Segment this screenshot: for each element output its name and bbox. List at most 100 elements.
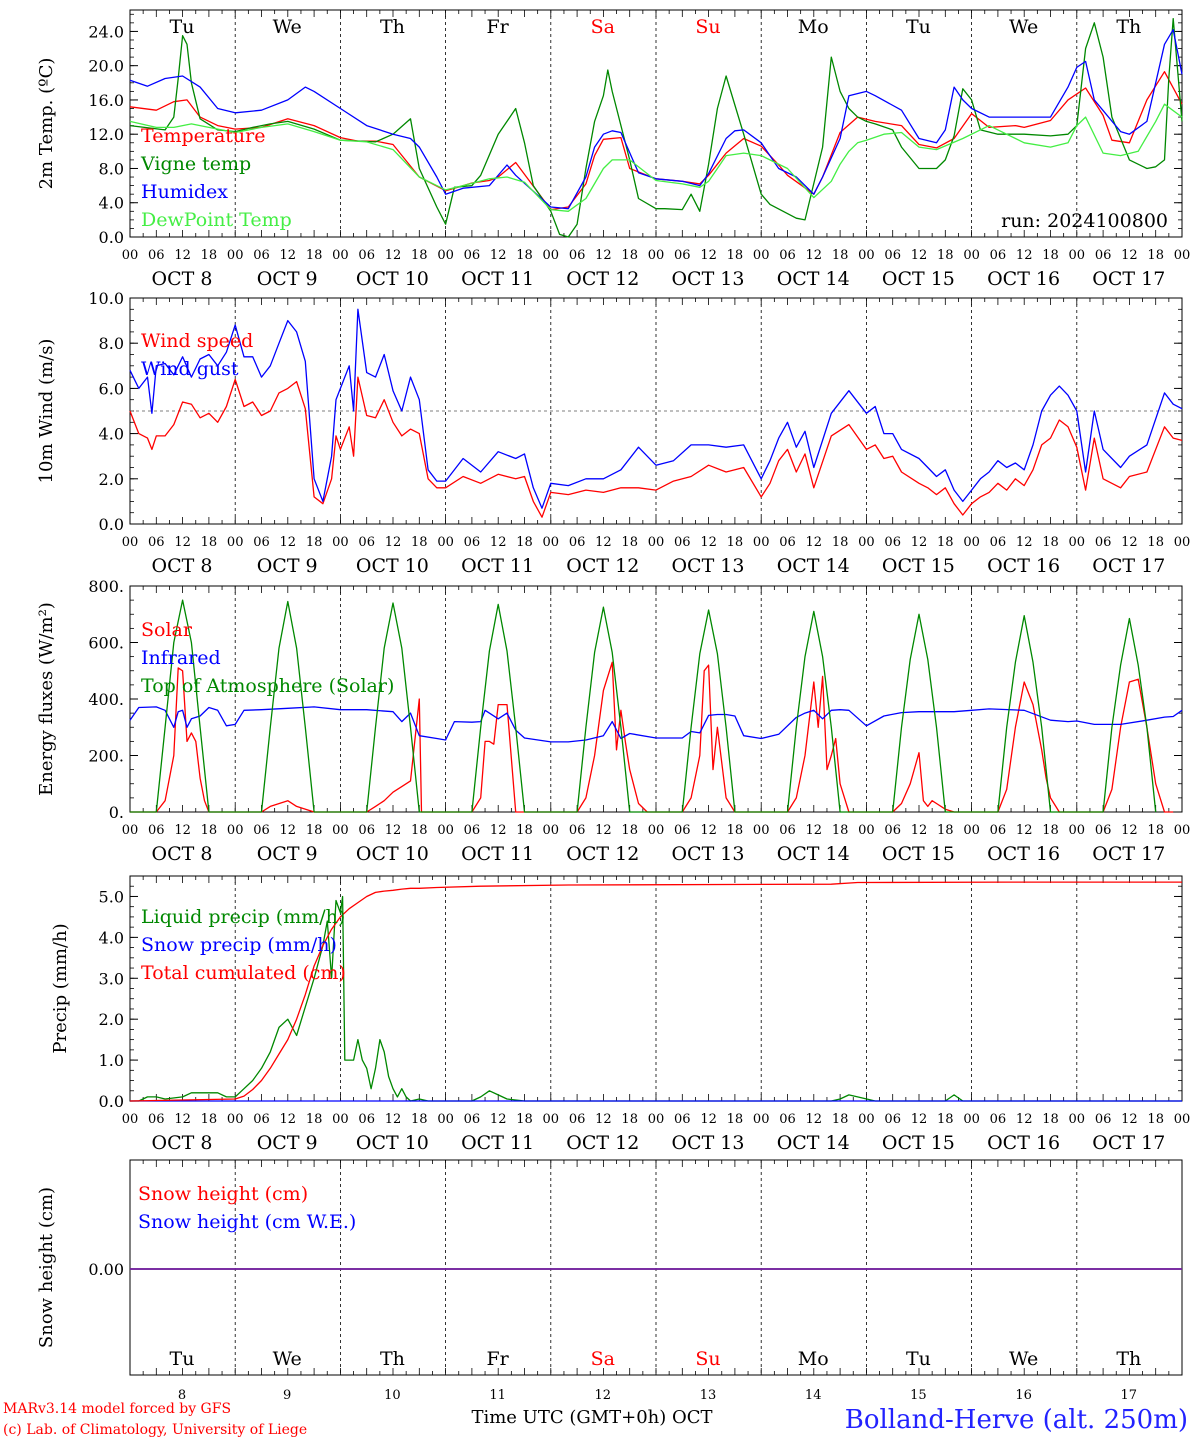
hour-tick-label: 06 — [674, 823, 691, 838]
hour-tick-label: 00 — [1069, 248, 1086, 263]
hour-tick-label: 18 — [832, 535, 849, 550]
date-label: OCT 8 — [152, 843, 213, 865]
day-number-label: 15 — [910, 1388, 927, 1403]
hour-tick-label: 12 — [595, 248, 612, 263]
legend-entry: Wind speed — [141, 330, 253, 352]
hour-tick-label: 00 — [858, 535, 875, 550]
hour-tick-label: 12 — [911, 1112, 928, 1127]
day-of-week-label: Tu — [906, 1348, 931, 1370]
hour-tick-label: 06 — [569, 823, 586, 838]
day-of-week-label: Tu — [906, 16, 931, 38]
day-of-week-label: Su — [695, 16, 720, 38]
day-of-week-label: Th — [1116, 16, 1141, 38]
hour-tick-label: 18 — [516, 248, 533, 263]
day-number-label: 14 — [805, 1388, 822, 1403]
date-label: OCT 8 — [152, 268, 213, 290]
legend-entry: Top of Atmosphere (Solar) — [141, 675, 394, 697]
hour-tick-label: 12 — [595, 535, 612, 550]
date-label: OCT 16 — [987, 1132, 1060, 1154]
hour-tick-label: 00 — [543, 248, 560, 263]
date-label: OCT 14 — [777, 1132, 850, 1154]
date-label: OCT 13 — [671, 843, 744, 865]
hour-tick-label: 12 — [911, 823, 928, 838]
hour-tick-label: 06 — [1095, 823, 1112, 838]
hour-tick-label: 06 — [990, 823, 1007, 838]
hour-tick-label: 12 — [806, 1112, 823, 1127]
hour-tick-label: 18 — [1147, 248, 1164, 263]
hour-tick-label: 06 — [1095, 248, 1112, 263]
hour-tick-label: 06 — [358, 1112, 375, 1127]
day-number-label: 17 — [1121, 1388, 1138, 1403]
hour-tick-label: 18 — [201, 535, 218, 550]
legend-entry: Vigne temp — [140, 153, 251, 175]
hour-tick-label: 12 — [700, 1112, 717, 1127]
hour-tick-label: 12 — [385, 248, 402, 263]
hour-tick-label: 00 — [227, 823, 244, 838]
y-tick-label: 24.0 — [88, 22, 124, 41]
day-of-week-label: We — [1009, 1348, 1038, 1370]
hour-tick-label: 18 — [621, 535, 638, 550]
day-of-week-label: We — [1009, 16, 1038, 38]
hour-tick-label: 06 — [779, 823, 796, 838]
hour-tick-label: 18 — [1147, 535, 1164, 550]
hour-tick-label: 00 — [963, 535, 980, 550]
hour-tick-label: 06 — [464, 1112, 481, 1127]
hour-tick-label: 12 — [280, 1112, 297, 1127]
hour-tick-label: 00 — [753, 1112, 770, 1127]
hour-tick-label: 18 — [201, 1112, 218, 1127]
hour-tick-label: 12 — [174, 1112, 191, 1127]
y-axis-label: Energy fluxes (W/m²) — [36, 602, 57, 796]
series-line-wind-0 — [129, 376, 1183, 518]
hour-tick-label: 06 — [253, 248, 270, 263]
hour-tick-label: 06 — [779, 1112, 796, 1127]
date-label: OCT 11 — [461, 1132, 534, 1154]
date-label: OCT 13 — [671, 268, 744, 290]
series-line-temp-0 — [129, 71, 1183, 211]
hour-tick-label: 06 — [674, 1112, 691, 1127]
station-name: Bolland-Herve (alt. 250m) — [845, 1405, 1188, 1435]
hour-tick-label: 00 — [753, 823, 770, 838]
y-tick-label: 1.0 — [99, 1051, 124, 1070]
hour-tick-label: 00 — [332, 823, 349, 838]
day-number-label: 13 — [700, 1388, 717, 1403]
day-number-label: 11 — [489, 1388, 506, 1403]
hour-tick-label: 18 — [306, 535, 323, 550]
hour-tick-label: 12 — [911, 535, 928, 550]
hour-tick-label: 18 — [937, 823, 954, 838]
hour-tick-label: 12 — [1016, 248, 1033, 263]
y-tick-label: 10.0 — [88, 289, 124, 308]
series-line-flux-0 — [130, 661, 1174, 813]
date-label: OCT 12 — [566, 843, 639, 865]
hour-tick-label: 06 — [990, 535, 1007, 550]
hour-tick-label: 00 — [437, 823, 454, 838]
date-label: OCT 13 — [671, 555, 744, 577]
day-number-label: 12 — [595, 1388, 612, 1403]
hour-tick-label: 06 — [569, 535, 586, 550]
y-tick-label: 8.0 — [99, 334, 124, 353]
time-axis-title: Time UTC (GMT+0h) OCT — [471, 1407, 712, 1428]
hour-tick-label: 18 — [727, 535, 744, 550]
date-label: OCT 12 — [566, 268, 639, 290]
date-label: OCT 8 — [152, 555, 213, 577]
hour-tick-label: 06 — [990, 248, 1007, 263]
series-line-flux-2 — [130, 599, 1157, 813]
hour-tick-label: 06 — [148, 535, 165, 550]
hour-tick-label: 18 — [411, 823, 428, 838]
hour-tick-label: 12 — [806, 248, 823, 263]
hour-tick-label: 00 — [858, 823, 875, 838]
date-label: OCT 11 — [461, 843, 534, 865]
hour-tick-label: 00 — [1174, 535, 1191, 550]
date-label: OCT 17 — [1092, 555, 1165, 577]
panel-wind — [129, 297, 1183, 525]
hour-tick-label: 12 — [1016, 1112, 1033, 1127]
legend-entry: Liquid precip (mm/h) — [141, 906, 345, 928]
hour-tick-label: 06 — [358, 535, 375, 550]
hour-tick-label: 18 — [1147, 823, 1164, 838]
date-label: OCT 16 — [987, 268, 1060, 290]
y-tick-label: 2.0 — [99, 1010, 124, 1029]
day-of-week-label: Sa — [591, 1348, 615, 1370]
hour-tick-label: 06 — [148, 1112, 165, 1127]
hour-tick-label: 12 — [280, 535, 297, 550]
date-label: OCT 9 — [257, 268, 318, 290]
